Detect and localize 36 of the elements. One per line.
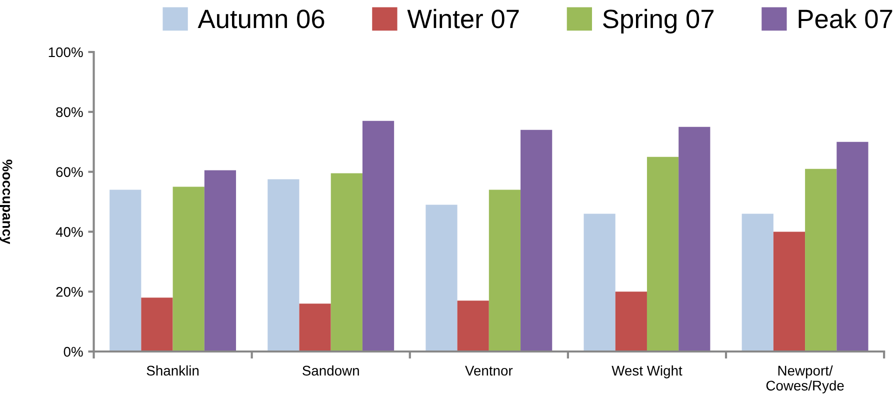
y-tick-label: 0% [64, 346, 83, 357]
bar [805, 168, 837, 352]
x-tick-label: Shanklin [146, 365, 199, 376]
bar [141, 298, 173, 352]
y-tick-label: 40% [56, 227, 83, 237]
bar [362, 120, 394, 352]
bar [615, 292, 647, 352]
bar [584, 214, 616, 352]
bar [836, 142, 868, 352]
y-tick-label: 100% [48, 47, 83, 58]
legend-label: Peak 07 [798, 8, 892, 28]
bar [110, 190, 142, 352]
bar [646, 156, 679, 352]
y-tick-label: 60% [56, 167, 83, 177]
bar [742, 214, 774, 352]
bar [488, 190, 521, 352]
bar [773, 232, 806, 352]
bar [520, 130, 552, 352]
x-tick-label: Ventnor [465, 366, 513, 376]
x-tick-label: West Wight [612, 365, 682, 378]
bar [268, 179, 300, 352]
bar [299, 304, 331, 352]
y-tick-label: 20% [56, 286, 83, 297]
bar [330, 173, 362, 352]
bar [457, 300, 489, 352]
x-tick-label: Sandown [302, 365, 359, 376]
bar [204, 170, 236, 352]
bar [426, 204, 458, 352]
bar [678, 126, 710, 352]
y-axis-title: %occupancy [0, 160, 12, 244]
legend-label: Winter 07 [407, 8, 519, 28]
y-tick-label: 80% [56, 107, 83, 118]
x-tick-label: Newport/ Cowes/Ryde [766, 365, 844, 394]
bar [172, 186, 204, 352]
legend-label: Autumn 06 [198, 10, 324, 28]
legend-label: Spring 07 [603, 8, 714, 34]
